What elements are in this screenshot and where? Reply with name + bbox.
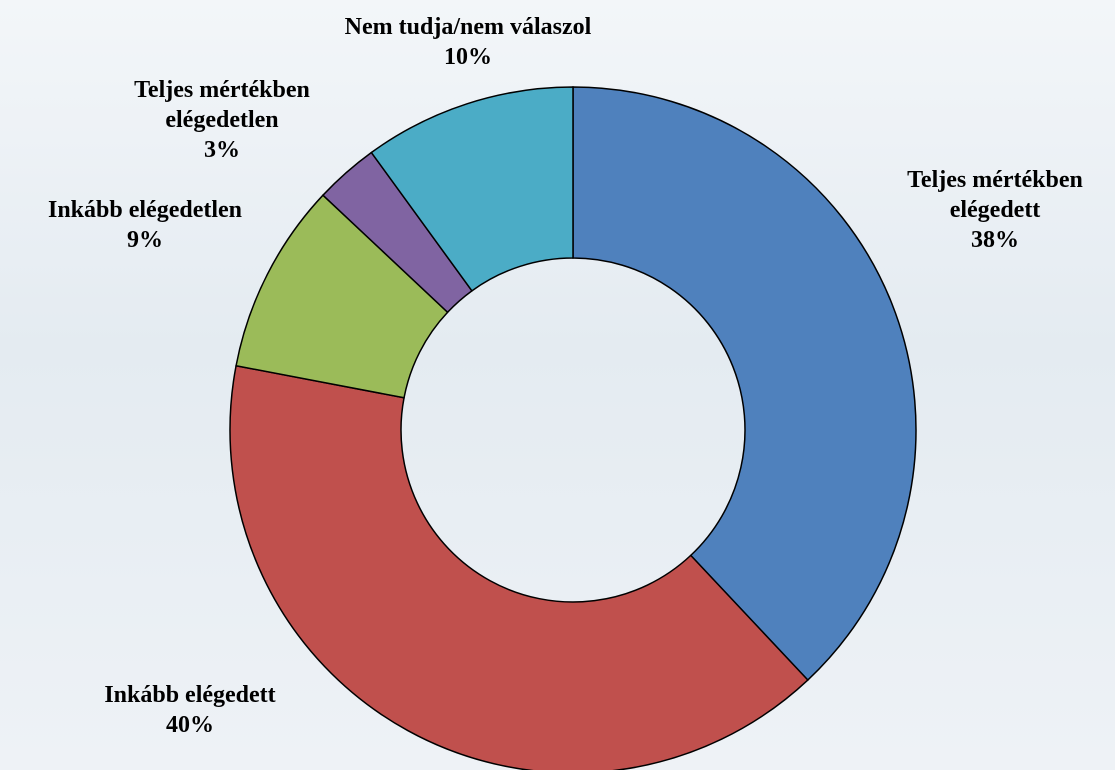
page: Teljes mértékben elégedett38% Inkább elég… [0,0,1115,770]
donut-slice [573,87,916,680]
value-label: 10% [288,42,648,72]
category-label: Teljes mértékben elégedett [870,165,1115,225]
category-label: Inkább elégedett [40,680,340,710]
category-label: Nem tudja/nem válaszol [288,12,648,42]
value-label: 3% [102,135,342,165]
value-label: 40% [40,710,340,740]
category-label: Inkább elégedetlen [0,195,295,225]
category-label: Teljes mértékben elégedetlen [102,75,342,135]
value-label: 9% [0,225,295,255]
value-label: 38% [870,225,1115,255]
